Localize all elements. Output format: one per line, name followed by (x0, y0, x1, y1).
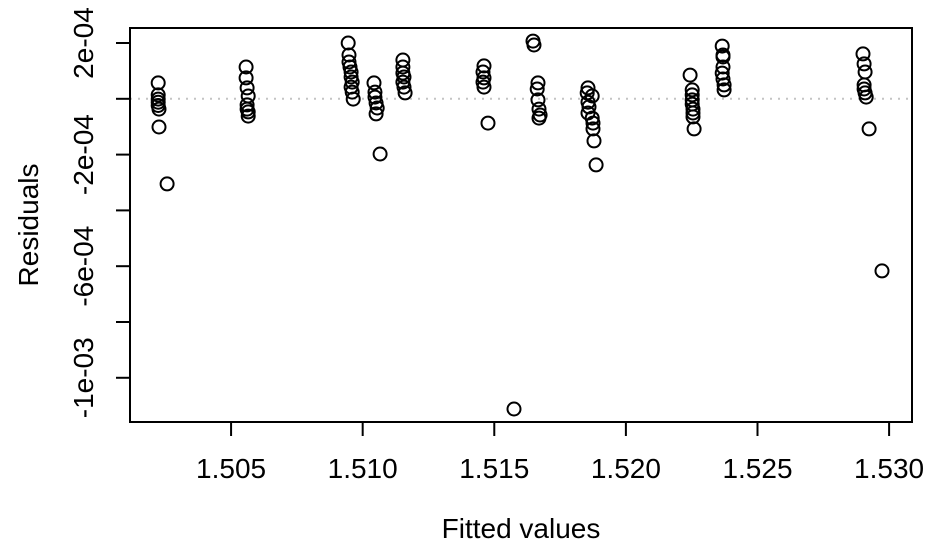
data-point (369, 100, 385, 116)
x-axis-tick-label: 1.525 (722, 453, 792, 484)
data-point (529, 81, 545, 97)
data-point (531, 101, 547, 117)
data-point (857, 64, 873, 80)
data-point (861, 121, 877, 137)
data-point (366, 75, 382, 91)
data-point (684, 87, 700, 103)
data-point (716, 82, 732, 98)
y-axis-tick-label: 2e-04 (68, 7, 99, 79)
x-axis-tick-label: 1.520 (591, 453, 661, 484)
data-point (368, 106, 384, 122)
x-axis-title: Fitted values (442, 513, 601, 544)
data-point (238, 70, 254, 86)
data-point (238, 59, 254, 75)
data-point (159, 176, 175, 192)
data-point (395, 59, 411, 75)
data-point (506, 401, 522, 417)
data-point (714, 38, 730, 54)
data-point (343, 64, 359, 80)
y-axis-tick-label: -6e-04 (68, 226, 99, 307)
data-point (480, 115, 496, 131)
data-point (685, 101, 701, 117)
data-point (531, 110, 547, 126)
data-point (367, 89, 383, 105)
data-point (588, 157, 604, 173)
data-point (367, 84, 383, 100)
data-point (344, 84, 360, 100)
data-point (715, 49, 731, 65)
data-point (240, 108, 256, 124)
data-point (240, 104, 256, 120)
data-point (151, 101, 167, 117)
data-point (397, 85, 413, 101)
y-axis-tick-label: -1e-03 (68, 337, 99, 418)
data-point (580, 80, 596, 96)
plot-border (129, 27, 913, 423)
data-point (239, 97, 255, 113)
data-point (715, 71, 731, 87)
x-axis-tick-label: 1.530 (854, 453, 924, 484)
data-point (685, 105, 701, 121)
plot-area: 1.505 1.510 1.515 1.520 1.525 1.530 2e-04 -2e-0… (68, 7, 924, 484)
data-point (856, 56, 872, 72)
data-point (150, 87, 166, 103)
data-point (476, 79, 492, 95)
y-axis-tick-label: -2e-04 (68, 114, 99, 195)
x-axis-tick-label: 1.515 (459, 453, 529, 484)
data-point (475, 64, 491, 80)
data-point (151, 119, 167, 135)
data-point (874, 263, 890, 279)
data-point (530, 75, 546, 91)
y-axis-title: Residuals (13, 164, 44, 287)
data-point (682, 67, 698, 83)
data-point (584, 110, 600, 126)
data-point (526, 37, 542, 53)
data-point (585, 115, 601, 131)
data-point (858, 89, 874, 105)
data-point (372, 146, 388, 162)
data-point (716, 77, 732, 93)
data-point (345, 91, 361, 107)
x-axis-tick-label: 1.505 (196, 453, 266, 484)
data-point (530, 92, 546, 108)
x-axis-tick-label: 1.510 (328, 453, 398, 484)
data-point (684, 82, 700, 98)
data-point (686, 121, 702, 137)
data-point (239, 80, 255, 96)
data-point (586, 133, 602, 149)
data-point (855, 46, 871, 62)
data-point (396, 79, 412, 95)
